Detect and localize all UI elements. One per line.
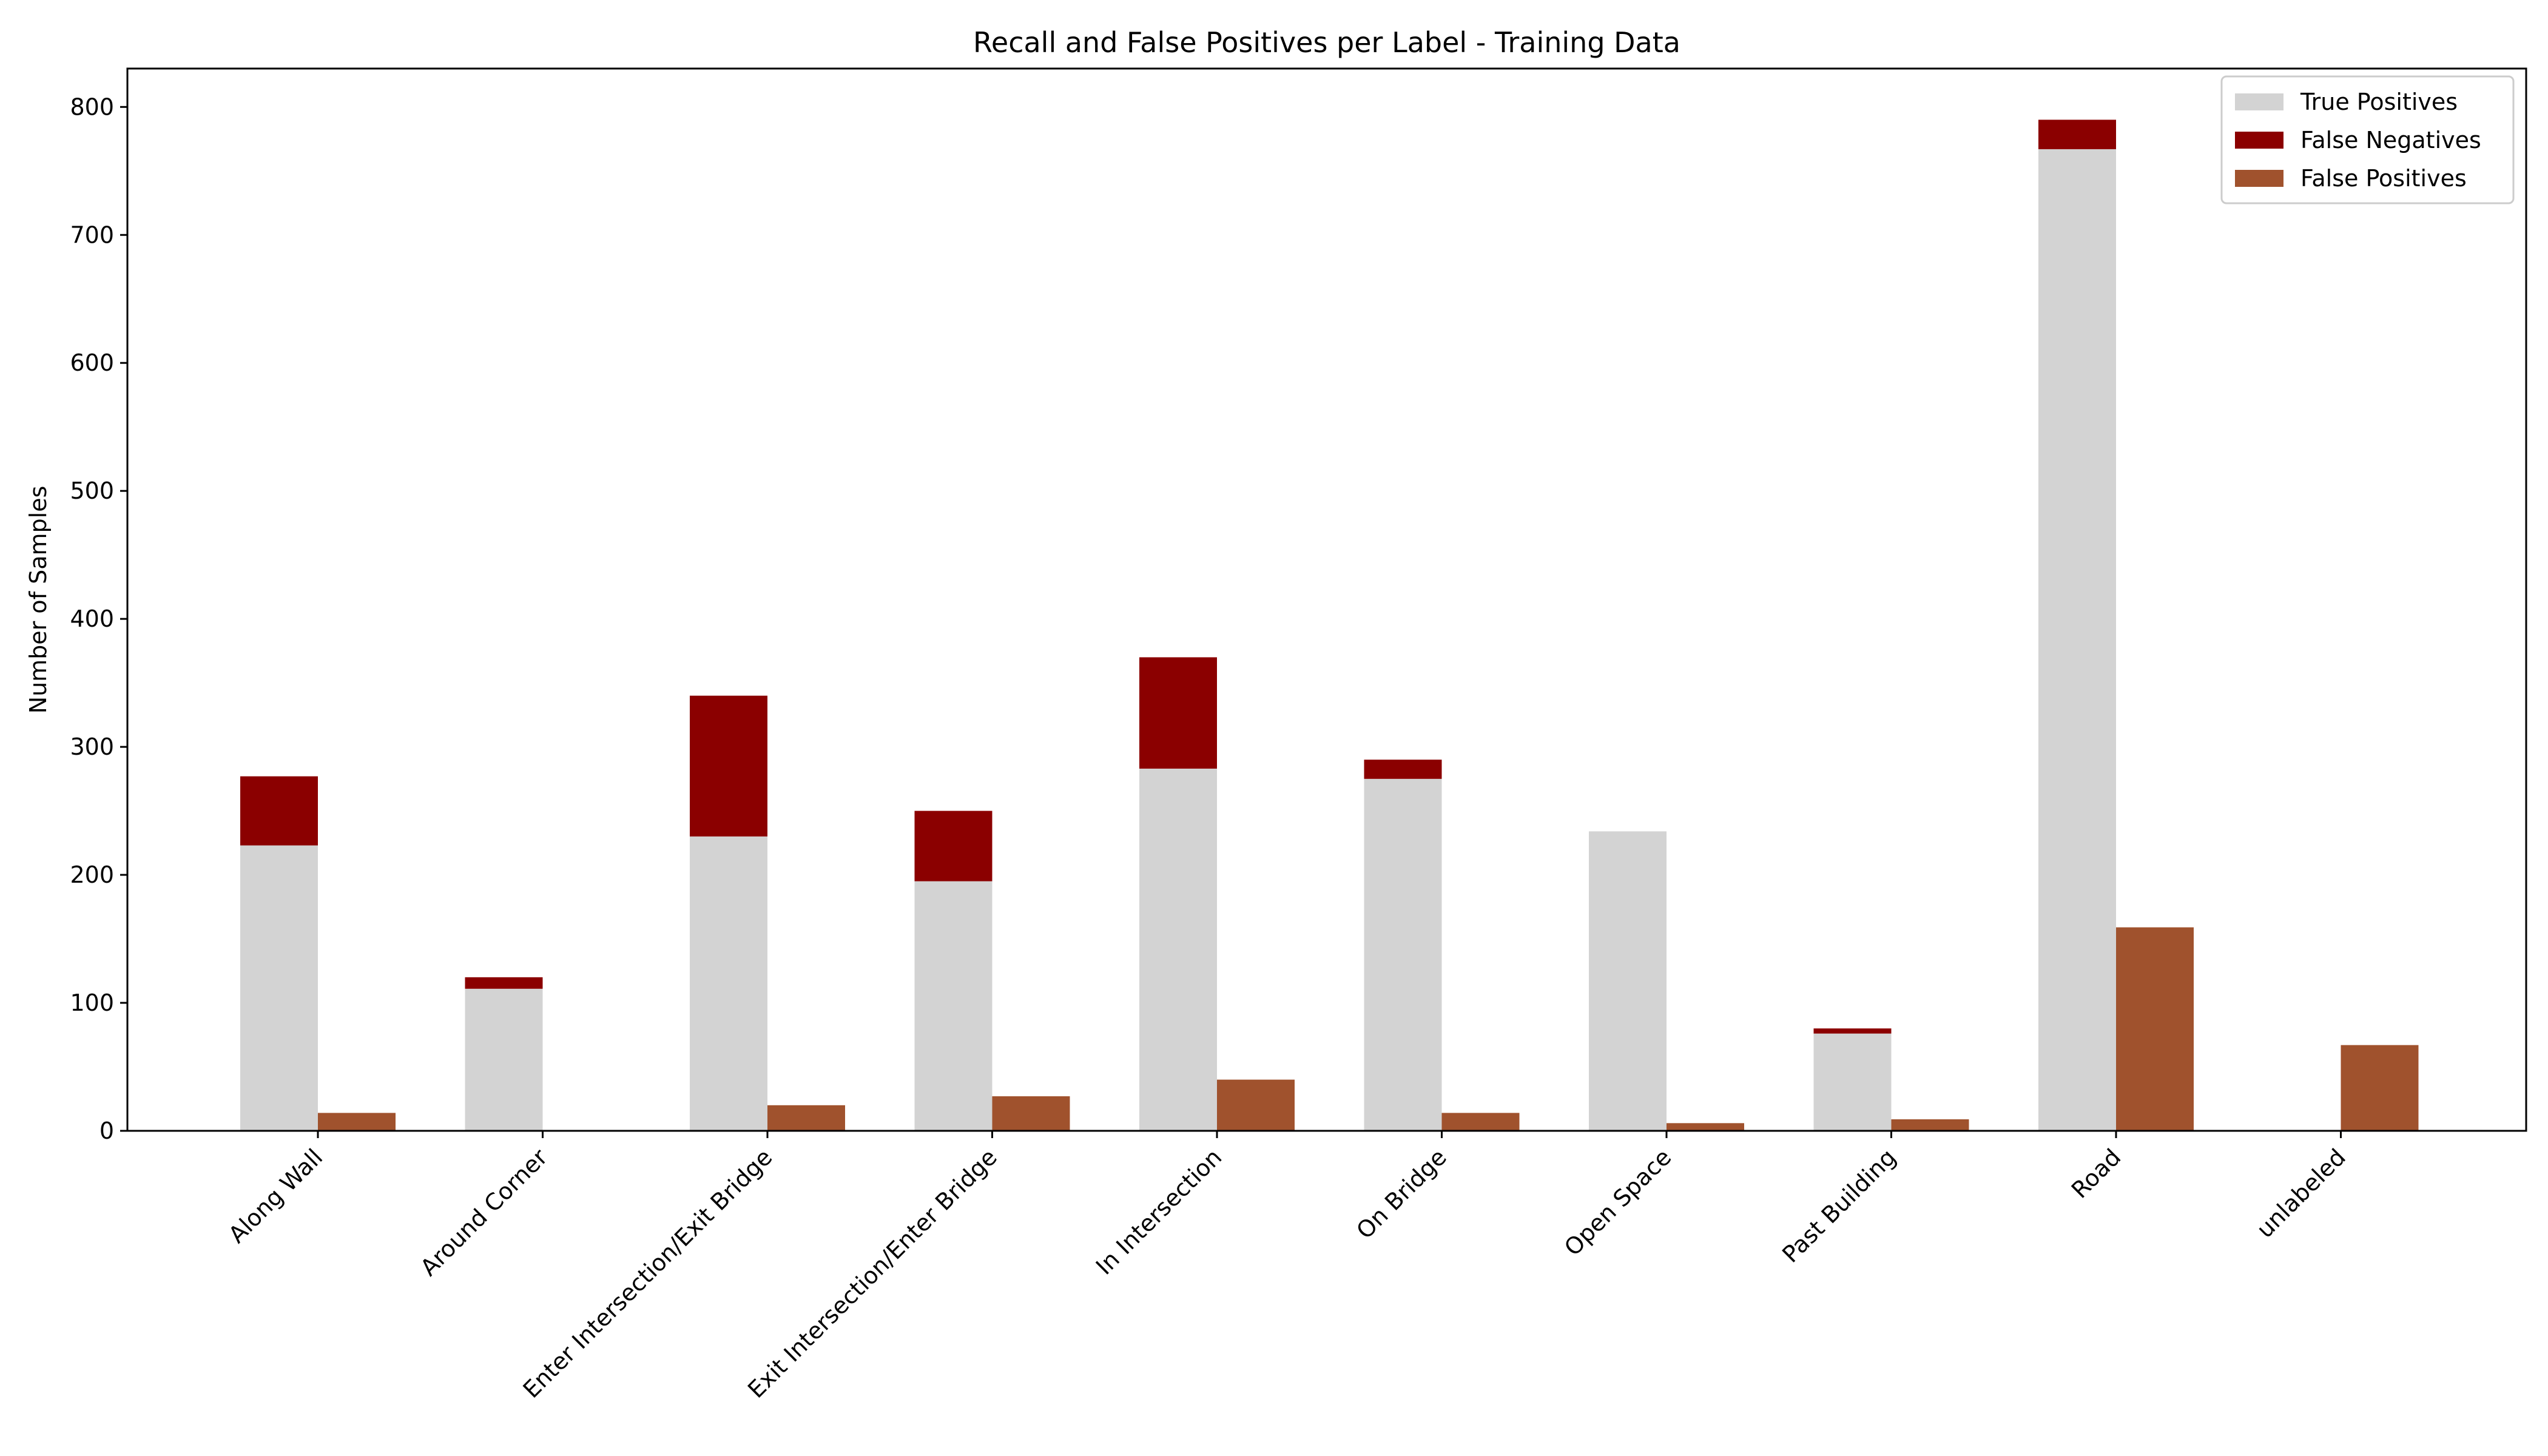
bar-true-positives-1 bbox=[465, 988, 543, 1131]
bar-true-positives-8 bbox=[2038, 149, 2116, 1131]
bar-true-positives-2 bbox=[690, 836, 767, 1131]
bar-false-positives-8 bbox=[2116, 927, 2194, 1131]
y-tick-label: 200 bbox=[70, 861, 114, 888]
legend-frame bbox=[2220, 75, 2515, 204]
bar-true-positives-3 bbox=[914, 881, 993, 1131]
y-tick-label: 600 bbox=[70, 349, 114, 376]
plot-area-frame bbox=[126, 67, 2527, 1132]
bar-false-negatives-3 bbox=[914, 811, 993, 881]
bar-true-positives-0 bbox=[240, 845, 318, 1131]
bar-false-positives-9 bbox=[2341, 1045, 2419, 1131]
legend-swatch-true-positives bbox=[2235, 93, 2283, 110]
y-tick-label: 700 bbox=[70, 221, 114, 248]
legend-label-true-positives: True Positives bbox=[2300, 89, 2458, 115]
bar-false-negatives-0 bbox=[240, 776, 318, 846]
legend-label-false-positives: False Positives bbox=[2300, 165, 2467, 192]
bar-true-positives-6 bbox=[1589, 831, 1667, 1131]
legend-swatch-false-negatives bbox=[2235, 132, 2283, 149]
bar-false-positives-4 bbox=[1217, 1079, 1295, 1131]
y-axis: 0 100 200 300 400 500 600 700 800 bbox=[70, 93, 127, 1144]
y-tick-label: 100 bbox=[70, 989, 114, 1016]
bar-true-positives-4 bbox=[1139, 768, 1217, 1131]
bar-false-positives-6 bbox=[1667, 1123, 1744, 1131]
bar-false-positives-5 bbox=[1441, 1113, 1520, 1131]
bar-false-positives-2 bbox=[767, 1105, 845, 1131]
chart-title: Recall and False Positives per Label - T… bbox=[973, 26, 1680, 59]
legend: True Positives False Negatives False Posit… bbox=[2220, 75, 2515, 204]
bar-false-positives-7 bbox=[1891, 1119, 1969, 1131]
y-tick-label: 500 bbox=[70, 477, 114, 504]
bar-false-negatives-2 bbox=[690, 695, 767, 837]
bar-false-negatives-7 bbox=[1813, 1028, 1892, 1034]
y-tick-label: 0 bbox=[99, 1117, 114, 1144]
legend-swatch-false-positives bbox=[2235, 170, 2283, 187]
bars-group bbox=[240, 120, 2419, 1131]
y-tick-label: 400 bbox=[70, 605, 114, 632]
bar-false-negatives-1 bbox=[465, 977, 543, 989]
bar-true-positives-7 bbox=[1813, 1033, 1892, 1131]
bar-false-positives-3 bbox=[992, 1096, 1070, 1131]
bar-true-positives-5 bbox=[1364, 778, 1442, 1131]
bar-false-negatives-4 bbox=[1139, 657, 1217, 769]
y-tick-label: 800 bbox=[70, 93, 114, 120]
bar-false-negatives-8 bbox=[2038, 120, 2116, 149]
legend-label-false-negatives: False Negatives bbox=[2300, 127, 2481, 153]
bar-false-negatives-5 bbox=[1364, 760, 1442, 779]
y-axis-label: Number of Samples bbox=[25, 486, 52, 714]
bar-false-positives-0 bbox=[318, 1113, 396, 1131]
y-tick-label: 300 bbox=[70, 733, 114, 760]
